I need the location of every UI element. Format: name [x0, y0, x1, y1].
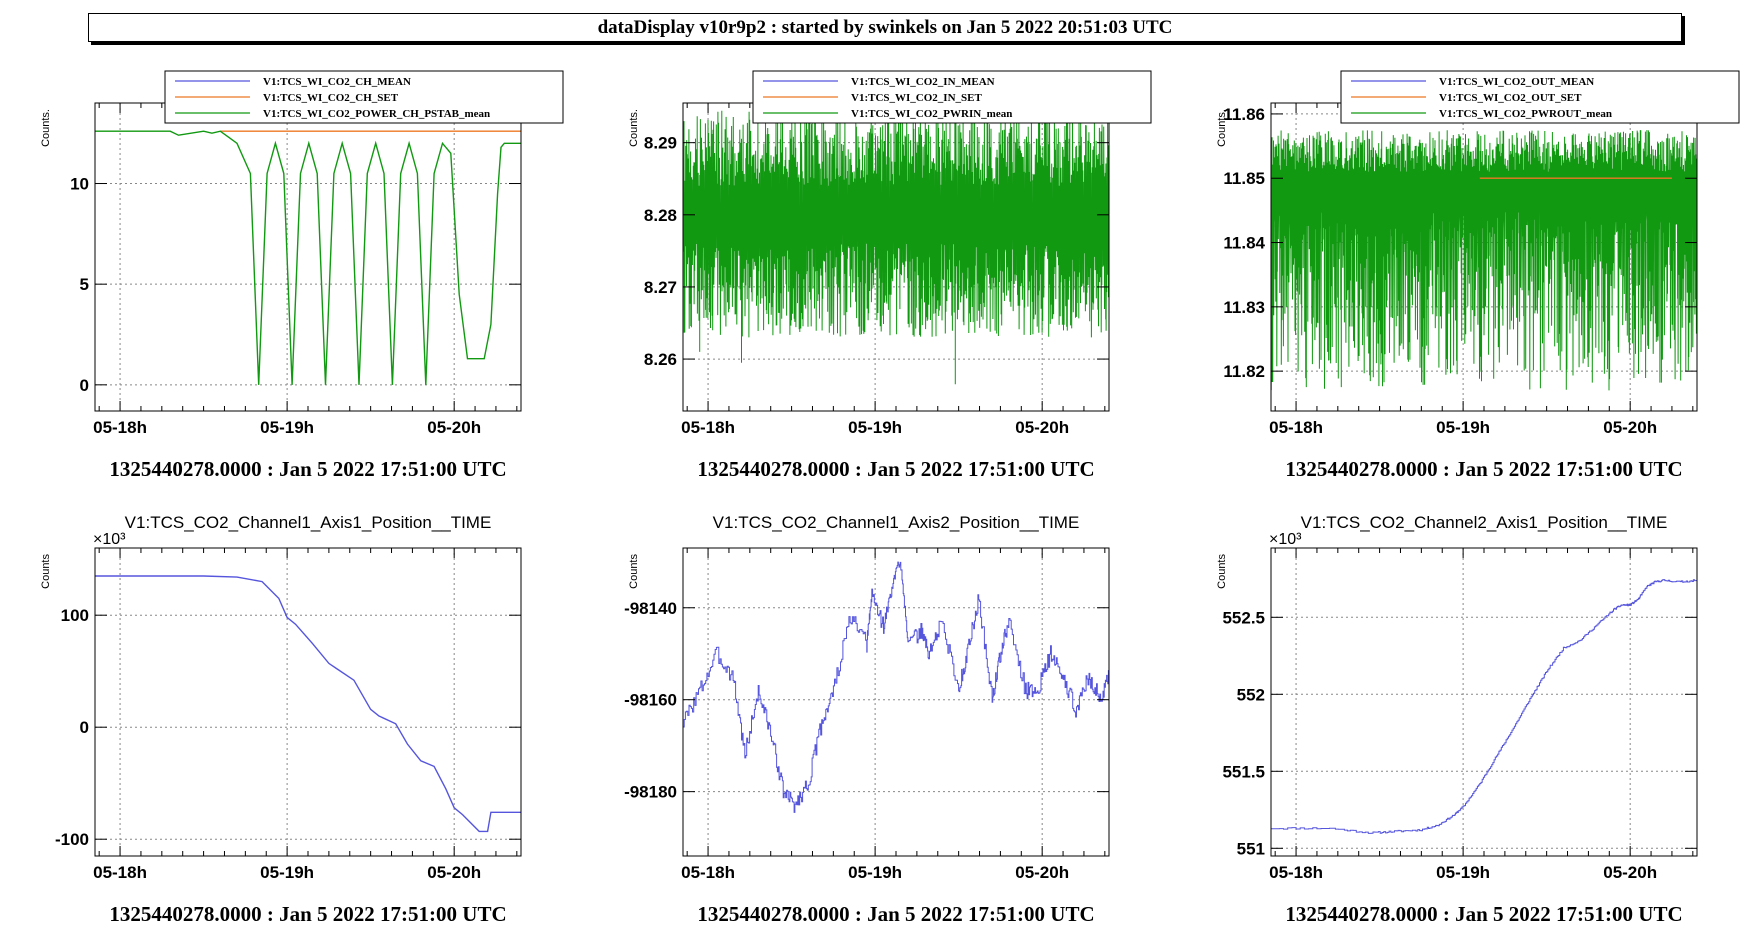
x-tick-label: 05-18h — [1269, 418, 1323, 437]
plot-area — [1271, 130, 1697, 391]
x-tick-label: 05-20h — [427, 863, 481, 882]
chart-ch-power: 05-18h 05-19h 05-20h 0 5 10 Counts. V1:TCS_WI_C… — [0, 55, 580, 481]
series-line — [1271, 579, 1697, 834]
legend: V1:TCS_WI_CO2_CH_MEAN V1:TCS_WI_CO2_CH_SE… — [164, 70, 564, 124]
y-tick-label: -98160 — [624, 691, 677, 710]
plot-area — [683, 561, 1109, 813]
series-line — [95, 130, 521, 385]
chart-in-power: 05-18h 05-19h 05-20h 8.26 8.27 8.28 8.29 Counts… — [588, 55, 1168, 481]
x-tick-label: 05-20h — [1015, 418, 1069, 437]
series-line — [95, 575, 521, 833]
series-line — [683, 561, 1109, 813]
x-tick-label: 05-19h — [1436, 863, 1490, 882]
chart-channel1-axis2-position: 05-18h 05-19h 05-20h -98180 -98160 -98140 Coun… — [588, 500, 1168, 926]
y-axis-label: Counts — [1216, 554, 1228, 589]
y-axis-label: Counts — [40, 554, 52, 589]
x-tick-label: 05-20h — [1015, 863, 1069, 882]
timestamp-label: 1325440278.0000 : Jan 5 2022 17:51:00 UT… — [1285, 457, 1682, 481]
legend-label: V1:TCS_WI_CO2_OUT_MEAN — [1439, 76, 1594, 88]
y-tick-label: 5 — [80, 275, 89, 294]
y-axis-multiplier: ×10³ — [1269, 531, 1302, 548]
timestamp-label: 1325440278.0000 : Jan 5 2022 17:51:00 UT… — [1285, 902, 1682, 926]
timestamp-label: 1325440278.0000 : Jan 5 2022 17:51:00 UT… — [697, 902, 1094, 926]
y-tick-label: 11.86 — [1223, 105, 1265, 124]
x-tick-label: 05-20h — [1603, 418, 1657, 437]
y-tick-label: 8.27 — [644, 278, 677, 297]
window-title: dataDisplay v10r9p2 : started by swinkel… — [597, 17, 1173, 38]
y-tick-label: 0 — [80, 376, 89, 395]
x-tick-label: 05-18h — [93, 418, 147, 437]
x-tick-label: 05-18h — [681, 863, 735, 882]
legend-label: V1:TCS_WI_CO2_IN_MEAN — [851, 76, 995, 88]
x-tick-label: 05-19h — [848, 418, 902, 437]
x-tick-label: 05-18h — [1269, 863, 1323, 882]
y-tick-label: 552 — [1237, 685, 1265, 704]
legend-label: V1:TCS_WI_CO2_PWROUT_mean — [1439, 108, 1612, 120]
y-axis-label: Counts. — [628, 109, 640, 147]
y-tick-label: 552.5 — [1222, 608, 1265, 627]
x-tick-label: 05-19h — [260, 863, 314, 882]
y-tick-label: 11.83 — [1223, 298, 1265, 317]
timestamp-label: 1325440278.0000 : Jan 5 2022 17:51:00 UT… — [697, 457, 1094, 481]
timestamp-label: 1325440278.0000 : Jan 5 2022 17:51:00 UT… — [109, 902, 506, 926]
y-axis-label: Counts. — [1216, 109, 1228, 147]
chart-svg: 05-18h 05-19h 05-20h 8.26 8.27 8.28 8.29 Counts… — [628, 70, 1152, 481]
plot-area — [95, 575, 521, 833]
y-tick-label: -98180 — [624, 783, 677, 802]
legend-label: V1:TCS_WI_CO2_OUT_SET — [1439, 92, 1582, 104]
chart-title: V1:TCS_CO2_Channel1_Axis1_Position__TIME — [125, 513, 492, 532]
chart-svg: 05-18h 05-19h 05-20h -100 0 100 Counts ×10³V1:T… — [40, 513, 522, 926]
chart-svg: 05-18h 05-19h 05-20h 551 551.5 552 552.5 Counts… — [1216, 513, 1698, 926]
y-tick-label: 8.28 — [644, 206, 677, 225]
y-tick-label: 551.5 — [1222, 762, 1265, 781]
y-tick-label: 11.84 — [1223, 234, 1265, 253]
y-tick-label: 551 — [1237, 839, 1265, 858]
legend-label: V1:TCS_WI_CO2_POWER_CH_PSTAB_mean — [263, 108, 490, 120]
chart-svg: 05-18h 05-19h 05-20h 0 5 10 Counts. V1:TCS_WI_C… — [40, 70, 564, 481]
chart-channel2-axis1-position: 05-18h 05-19h 05-20h 551 551.5 552 552.5 Counts… — [1176, 500, 1756, 926]
legend-label: V1:TCS_WI_CO2_IN_SET — [851, 92, 982, 104]
chart-channel1-axis1-position: 05-18h 05-19h 05-20h -100 0 100 Counts ×10³ V1:T… — [0, 500, 580, 926]
x-tick-label: 05-18h — [93, 863, 147, 882]
series-line — [1271, 130, 1697, 391]
series-line — [683, 110, 1109, 385]
y-axis-label: Counts — [628, 554, 640, 589]
x-tick-label: 05-19h — [848, 863, 902, 882]
y-axis-multiplier: ×10³ — [93, 531, 126, 548]
timestamp-label: 1325440278.0000 : Jan 5 2022 17:51:00 UT… — [109, 457, 506, 481]
y-tick-label: 10 — [70, 175, 89, 194]
legend-label: V1:TCS_WI_CO2_CH_MEAN — [263, 76, 411, 88]
chart-title: V1:TCS_CO2_Channel1_Axis2_Position__TIME — [713, 513, 1080, 532]
y-axis-label: Counts. — [40, 109, 52, 147]
y-tick-label: 8.26 — [644, 350, 677, 369]
y-tick-label: 100 — [61, 606, 89, 625]
plot-area — [1271, 579, 1697, 834]
chart-svg: 05-18h 05-19h 05-20h -98180 -98160 -98140 Coun… — [624, 513, 1110, 926]
window-title-bar: dataDisplay v10r9p2 : started by swinkel… — [88, 13, 1682, 42]
legend: V1:TCS_WI_CO2_OUT_MEAN V1:TCS_WI_CO2_OUT_… — [1340, 70, 1740, 124]
x-tick-label: 05-19h — [260, 418, 314, 437]
chart-svg: 05-18h 05-19h 05-20h 11.82 11.83 11.84 11.85 11… — [1216, 70, 1740, 481]
legend: V1:TCS_WI_CO2_IN_MEAN V1:TCS_WI_CO2_IN_SE… — [752, 70, 1152, 124]
legend-label: V1:TCS_WI_CO2_CH_SET — [263, 92, 399, 104]
x-tick-label: 05-20h — [427, 418, 481, 437]
y-tick-label: -100 — [55, 830, 89, 849]
plot-area — [683, 110, 1109, 385]
chart-title: V1:TCS_CO2_Channel2_Axis1_Position__TIME — [1301, 513, 1668, 532]
x-tick-label: 05-20h — [1603, 863, 1657, 882]
chart-out-power: 05-18h 05-19h 05-20h 11.82 11.83 11.84 11.85 11… — [1176, 55, 1756, 481]
x-tick-label: 05-19h — [1436, 418, 1490, 437]
y-tick-label: 11.85 — [1223, 169, 1265, 188]
plot-frame — [682, 547, 1110, 857]
y-tick-label: -98140 — [624, 599, 677, 618]
plot-frame — [1270, 547, 1698, 857]
plot-area — [95, 130, 521, 385]
y-tick-label: 8.29 — [644, 134, 677, 153]
y-tick-label: 0 — [80, 718, 89, 737]
x-tick-label: 05-18h — [681, 418, 735, 437]
legend-label: V1:TCS_WI_CO2_PWRIN_mean — [851, 108, 1012, 120]
y-tick-label: 11.82 — [1223, 362, 1265, 381]
